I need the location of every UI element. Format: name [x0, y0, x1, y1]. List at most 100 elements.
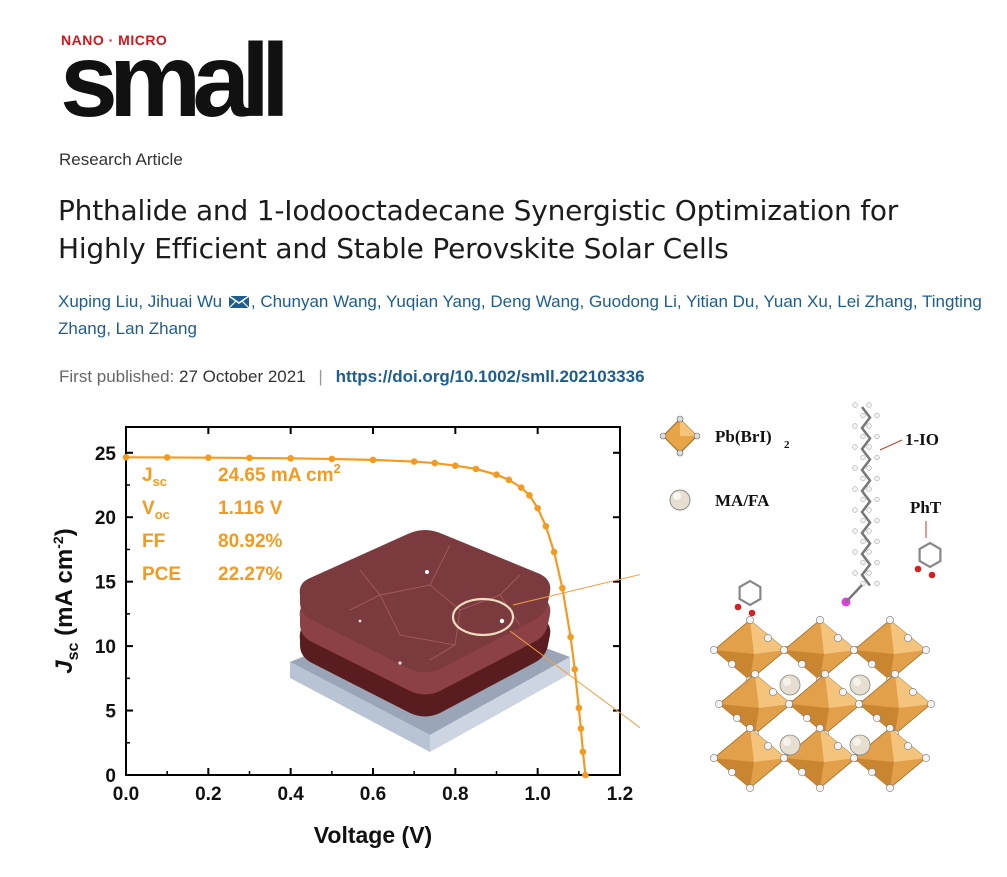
chart-series [122, 453, 589, 779]
hydrogen-atom [860, 454, 866, 461]
y-axis-label: Jsc (mA cm-2) [50, 528, 82, 673]
hydrogen-atom [874, 496, 880, 503]
data-point [452, 462, 459, 469]
halide-atom [764, 634, 772, 642]
journal-logo: small NANO · MICRO [60, 14, 290, 139]
octahedron [710, 616, 790, 684]
legend-cation: MA/FA [669, 489, 770, 511]
halide-atom [927, 700, 935, 708]
label-1io: 1-IO [905, 430, 939, 449]
device-illustration [290, 530, 640, 752]
halide-atom [904, 742, 912, 750]
legend-label: Pb(BrI) [715, 427, 772, 446]
author-link[interactable]: Jihuai Wu [147, 292, 223, 311]
email-icon[interactable] [228, 295, 250, 309]
data-point [246, 454, 253, 462]
oxygen-atom [928, 571, 936, 579]
author-link[interactable]: Guodong Li [588, 292, 677, 311]
hydrogen-atom [874, 475, 880, 482]
author-link[interactable]: Xuping Liu [58, 292, 139, 311]
data-point [542, 522, 550, 530]
y-tick-label: 15 [95, 573, 117, 594]
annotation-value: 80.92% [218, 531, 283, 552]
author-link[interactable]: Yitian Du [686, 292, 755, 311]
hydrogen-atom [874, 412, 880, 419]
label-pht: PhT [910, 498, 942, 517]
chart-annotations: Jsc 24.65 mA cm2 Voc 1.116 V FF 80.92% PCE 22.2… [142, 461, 341, 585]
halide-atom [868, 768, 876, 776]
data-point [493, 471, 500, 478]
annotation-label: Voc [142, 498, 170, 522]
halide-atom [785, 700, 793, 708]
data-point [205, 454, 212, 461]
phthalide-molecule [914, 541, 942, 579]
hydrogen-atom [874, 580, 880, 587]
oxygen-atom [914, 565, 922, 573]
octahedron [785, 670, 865, 738]
octahedron [715, 670, 795, 738]
doi-link[interactable]: https://doi.org/10.1002/smll.202103336 [335, 367, 645, 386]
data-point [577, 725, 585, 732]
y-tick-label: 5 [105, 702, 116, 723]
y-tick-label: 0 [105, 766, 116, 787]
data-point [534, 504, 541, 512]
hydrogen-atom [860, 559, 866, 566]
alkyl-chain [860, 406, 872, 587]
halide-atom [886, 784, 894, 792]
octahedron [855, 670, 935, 738]
author-link[interactable]: Deng Wang [490, 292, 580, 311]
halide-atom [746, 784, 754, 792]
article-title: Phthalide and 1-Iodooctadecane Synergist… [58, 194, 899, 265]
cation-atom [779, 674, 801, 696]
author-link[interactable]: Lan Zhang [115, 319, 197, 338]
divider: | [318, 367, 323, 386]
x-tick-label: 0.6 [360, 784, 386, 805]
author-link[interactable]: Yuan Xu [763, 292, 828, 311]
jv-chart: 0.0 0.2 0.4 0.6 0.8 1.0 1.2 0 5 10 15 20 25 Voltage (… [50, 426, 640, 848]
halide-atom [850, 646, 858, 654]
cation-highlight [783, 678, 791, 686]
x-tick-label: 1.0 [524, 784, 550, 805]
halide-atom [886, 724, 894, 732]
cation-atom [779, 734, 801, 756]
author-link[interactable]: Lei Zhang [837, 292, 913, 311]
halide-atom [922, 646, 930, 654]
x-tick-label: 0.0 [113, 784, 139, 805]
halide-atom [710, 646, 718, 654]
hydrogen-atom [860, 475, 866, 482]
data-point [163, 454, 171, 461]
annotation-label: Jsc [142, 465, 167, 489]
halide-atom [868, 660, 876, 668]
author-link[interactable]: Yuqian Yang [386, 292, 481, 311]
author-link[interactable]: Tingting Zhang [58, 292, 982, 338]
perovskite-lattice [710, 616, 935, 792]
cation-atom [849, 734, 871, 756]
hydrogen-atom [866, 423, 872, 429]
legend-label: MA/FA [715, 491, 770, 510]
author-link[interactable]: Chunyan Wang [260, 292, 377, 311]
hydrogen-atom [866, 570, 872, 576]
annotation-value: 24.65 mA cm2 [218, 461, 341, 486]
hydrogen-atom [852, 486, 858, 492]
data-point [517, 484, 525, 491]
journal-name: small [60, 23, 290, 139]
halide-atom [733, 714, 741, 722]
hydrogen-atom [852, 507, 858, 513]
halide-atom [769, 688, 777, 696]
cation-atom [849, 674, 871, 696]
halide-atom [715, 700, 723, 708]
data-point [431, 459, 439, 467]
hydrogen-atom [860, 412, 866, 419]
halide-atom [904, 634, 912, 642]
halide-atom [816, 724, 824, 732]
article-type: Research Article [59, 150, 183, 169]
hydrogen-atom [866, 465, 872, 471]
data-point [122, 453, 130, 461]
halide-atom [728, 768, 736, 776]
halide-atom [728, 660, 736, 668]
benzene-ring [738, 579, 762, 607]
cation-highlight [853, 738, 861, 746]
legend-sub: 2 [784, 439, 790, 451]
hydrogen-atom [866, 528, 872, 534]
data-point [505, 476, 513, 484]
